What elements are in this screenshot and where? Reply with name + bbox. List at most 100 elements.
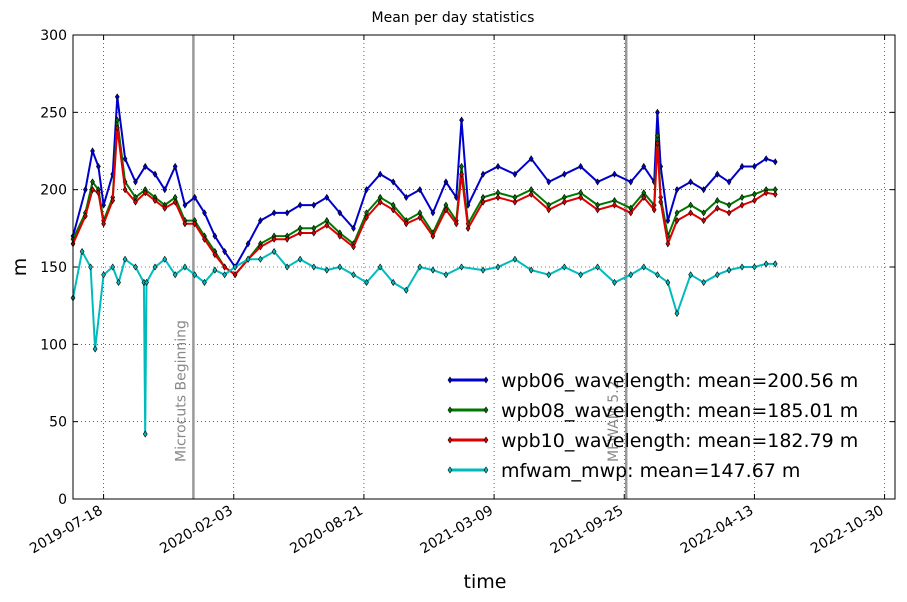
data-point [528,190,534,198]
data-point [701,186,707,194]
data-point [665,217,671,225]
data-point [752,263,757,271]
data-point [628,209,634,217]
data-point [612,201,617,209]
data-point [162,204,168,212]
data-point [90,178,95,186]
data-point [92,345,98,353]
data-point [417,213,423,222]
data-point [641,193,647,201]
data-point [245,255,251,263]
data-point [337,232,343,240]
data-point [651,206,657,214]
data-point [430,209,436,217]
data-point [739,162,745,171]
legend-item: mfwam_mwp: mean=147.67 m [447,460,800,482]
data-point [377,198,383,206]
legend-item: wpb06_wavelength: mean=200.56 m [447,370,858,392]
data-point [101,271,106,279]
data-point [763,260,769,268]
data-point [665,240,671,248]
data-point [674,309,680,317]
x-tick-label: 2020-08-21 [287,503,365,558]
data-point [142,162,148,171]
data-point [714,271,720,279]
data-point [258,255,263,263]
x-tick-label: 2020-02-03 [157,503,235,558]
data-point [655,131,660,140]
data-point [364,278,369,287]
data-point [110,196,116,205]
data-point [122,155,128,163]
data-point [688,178,693,186]
data-point [162,186,168,194]
data-point [443,206,449,214]
data-point [714,204,720,212]
data-point [480,266,486,274]
data-point [83,186,88,194]
legend-marker [447,376,453,384]
data-point [739,263,745,271]
data-point [311,263,317,271]
data-point [459,263,464,271]
data-point [351,271,356,279]
data-point [122,186,128,194]
data-point [212,251,218,259]
legend-marker [483,466,489,474]
y-tick-label: 150 [40,260,67,276]
data-point [578,271,584,279]
data-point [417,263,423,271]
legend-item: wpb08_wavelength: mean=185.01 m [447,400,858,422]
data-point [443,178,449,186]
series-line [72,96,776,269]
x-tick-label: 2022-10-30 [808,503,886,558]
data-point [430,266,436,274]
data-point [271,235,277,243]
legend-label: wpb10_wavelength: mean=182.79 m [501,430,858,452]
data-point [90,147,95,155]
data-point [546,206,552,214]
data-point [133,263,138,271]
data-point [96,162,101,171]
data-point [403,286,409,294]
data-point [110,263,116,271]
data-point [512,198,518,206]
data-point [142,430,148,438]
data-point [284,209,290,217]
data-point [133,178,138,186]
data-point [546,271,552,279]
data-point [688,201,693,209]
data-point [202,235,207,243]
data-point [364,213,369,222]
data-point [512,170,518,178]
data-point [453,220,459,228]
data-point [528,155,534,163]
data-point [245,240,251,248]
y-axis: 0 50 100 150 200 250 300 [40,28,895,508]
data-point [324,221,330,229]
data-point [337,209,343,217]
data-point [495,162,501,171]
series-layer [70,93,778,438]
data-point [337,263,343,271]
data-point [726,178,732,186]
data-point [377,263,383,271]
series-0 [70,93,778,271]
data-point [152,263,158,271]
data-point [701,217,707,225]
data-point [763,155,769,163]
data-point [752,196,757,205]
data-point [628,271,634,279]
data-point [763,189,769,197]
data-point [222,271,228,279]
data-point [658,198,664,206]
data-point [311,229,317,237]
series-line [72,248,776,435]
data-point [284,263,290,271]
data-point [739,201,745,209]
y-tick-label: 50 [49,415,67,431]
data-point [772,190,778,198]
data-point [443,271,449,279]
legend-item: wpb10_wavelength: mean=182.79 m [447,430,858,452]
data-point [480,198,486,206]
